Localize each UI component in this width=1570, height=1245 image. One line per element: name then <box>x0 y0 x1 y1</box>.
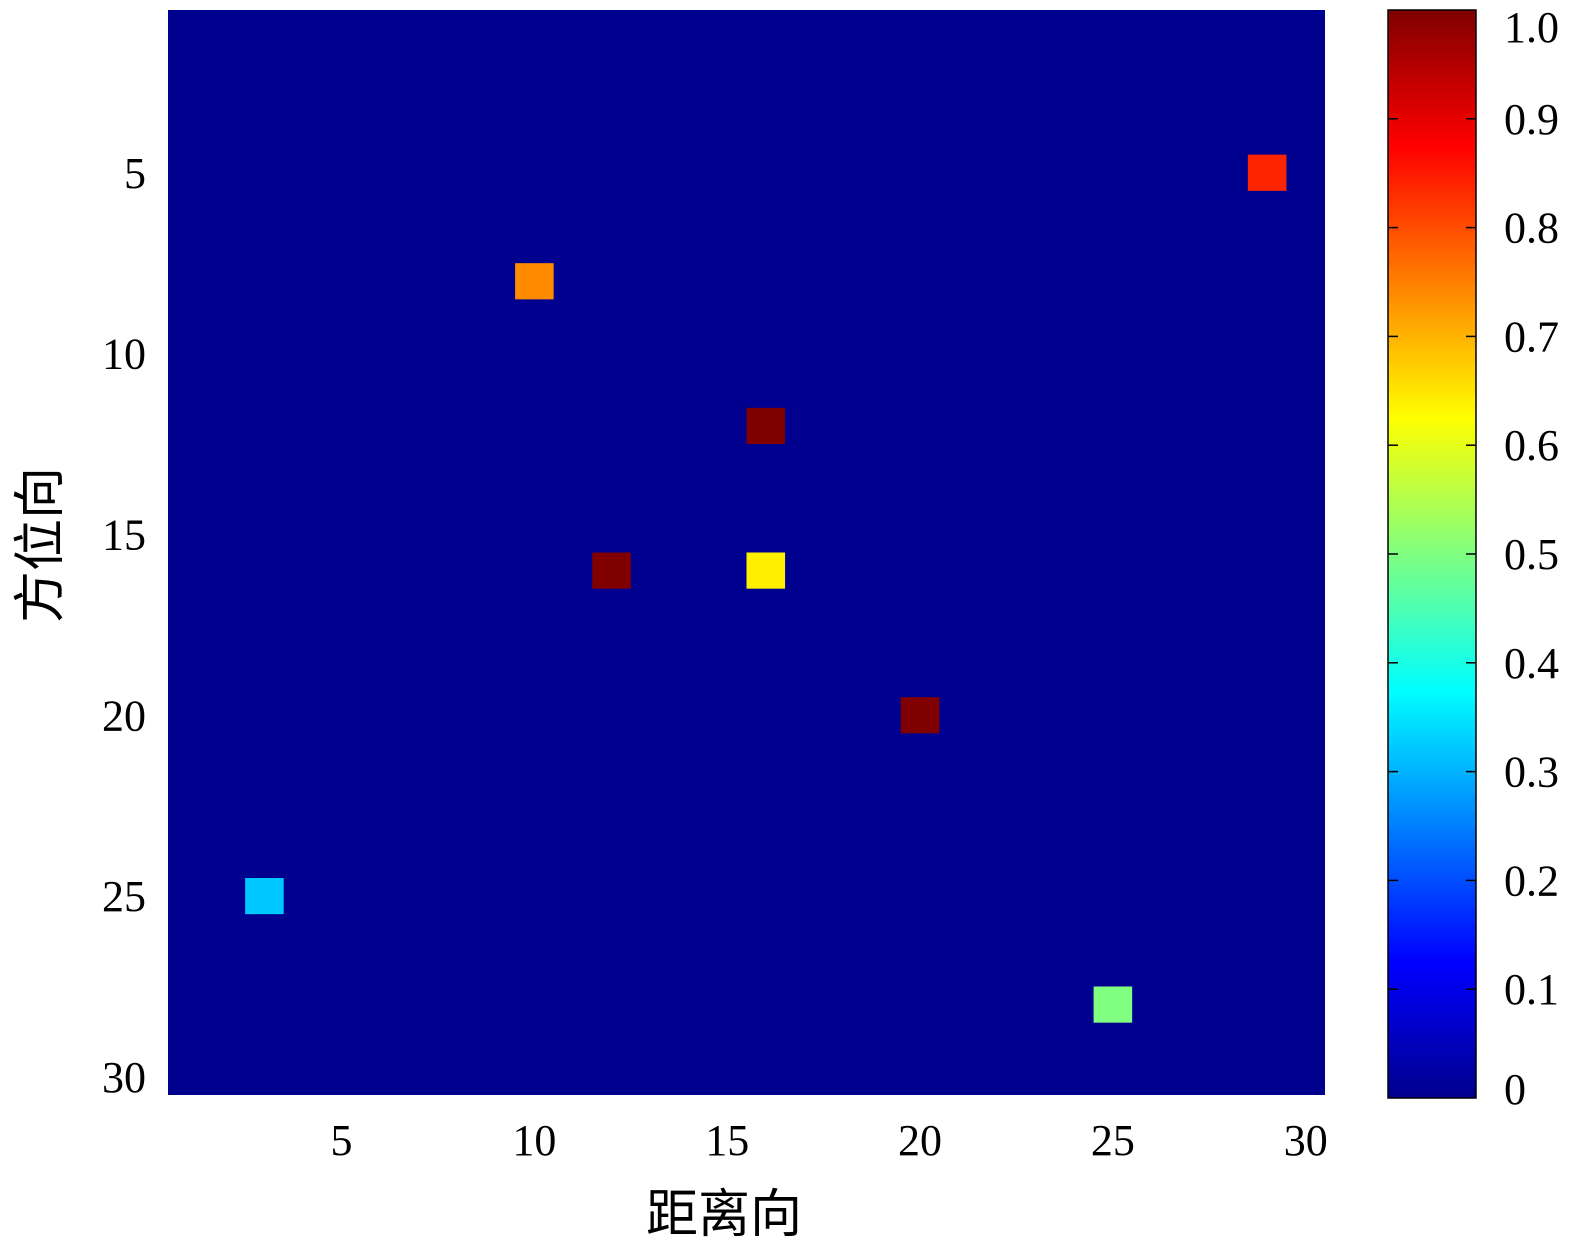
x-tick-label: 30 <box>1284 1116 1328 1165</box>
y-tick-label: 5 <box>124 149 146 198</box>
colorbar-tick-label: 0.5 <box>1504 530 1559 579</box>
colorbar-tick-label: 0.7 <box>1504 312 1559 361</box>
heatmap-cell <box>746 552 786 589</box>
y-tick-label: 30 <box>102 1053 146 1102</box>
x-axis-label: 距离向 <box>646 1185 802 1245</box>
heatmap-cell <box>515 263 554 300</box>
colorbar-tick-label: 0.9 <box>1504 95 1559 144</box>
x-tick-label: 15 <box>705 1116 749 1165</box>
colorbar-tick-label: 0.6 <box>1504 421 1559 470</box>
y-axis-ticks: 5 10 15 20 25 30 <box>102 149 146 1102</box>
x-tick-label: 25 <box>1091 1116 1135 1165</box>
colorbar-tick-label: 0.1 <box>1504 965 1559 1014</box>
x-axis-ticks: 5 10 15 20 25 30 <box>331 1116 1328 1165</box>
x-tick-label: 20 <box>898 1116 942 1165</box>
y-axis-label: 方位向 <box>11 467 71 623</box>
y-tick-label: 20 <box>102 691 146 740</box>
y-tick-label: 10 <box>102 330 146 379</box>
heatmap-cell <box>1247 154 1287 191</box>
colorbar-tick-label: 0.8 <box>1504 204 1559 253</box>
colorbar-tick-label: 1.0 <box>1504 3 1559 52</box>
x-tick-label: 5 <box>331 1116 353 1165</box>
heatmap-cell <box>592 552 631 589</box>
heatmap-cell <box>245 878 284 915</box>
colorbar-tick-label: 0.2 <box>1504 856 1559 905</box>
colorbar-tick-label: 0.3 <box>1504 748 1559 797</box>
y-tick-label: 25 <box>102 872 146 921</box>
colorbar-tick-label: 0 <box>1504 1065 1526 1114</box>
heatmap-cell <box>900 697 940 734</box>
x-tick-label: 10 <box>512 1116 556 1165</box>
colorbar <box>1387 9 1477 1099</box>
heatmap-cell <box>746 407 786 444</box>
colorbar-ticks: 0 0.1 0.2 0.3 0.4 0.5 0.6 0.7 0.8 0.9 1.0 <box>1388 3 1559 1114</box>
heatmap-cell <box>1093 986 1133 1023</box>
colorbar-tick-label: 0.4 <box>1504 639 1559 688</box>
heatmap-cells <box>245 154 1287 1023</box>
y-tick-label: 15 <box>102 510 146 559</box>
